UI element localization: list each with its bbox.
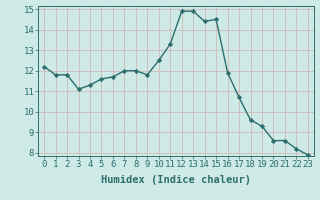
X-axis label: Humidex (Indice chaleur): Humidex (Indice chaleur) — [101, 175, 251, 185]
